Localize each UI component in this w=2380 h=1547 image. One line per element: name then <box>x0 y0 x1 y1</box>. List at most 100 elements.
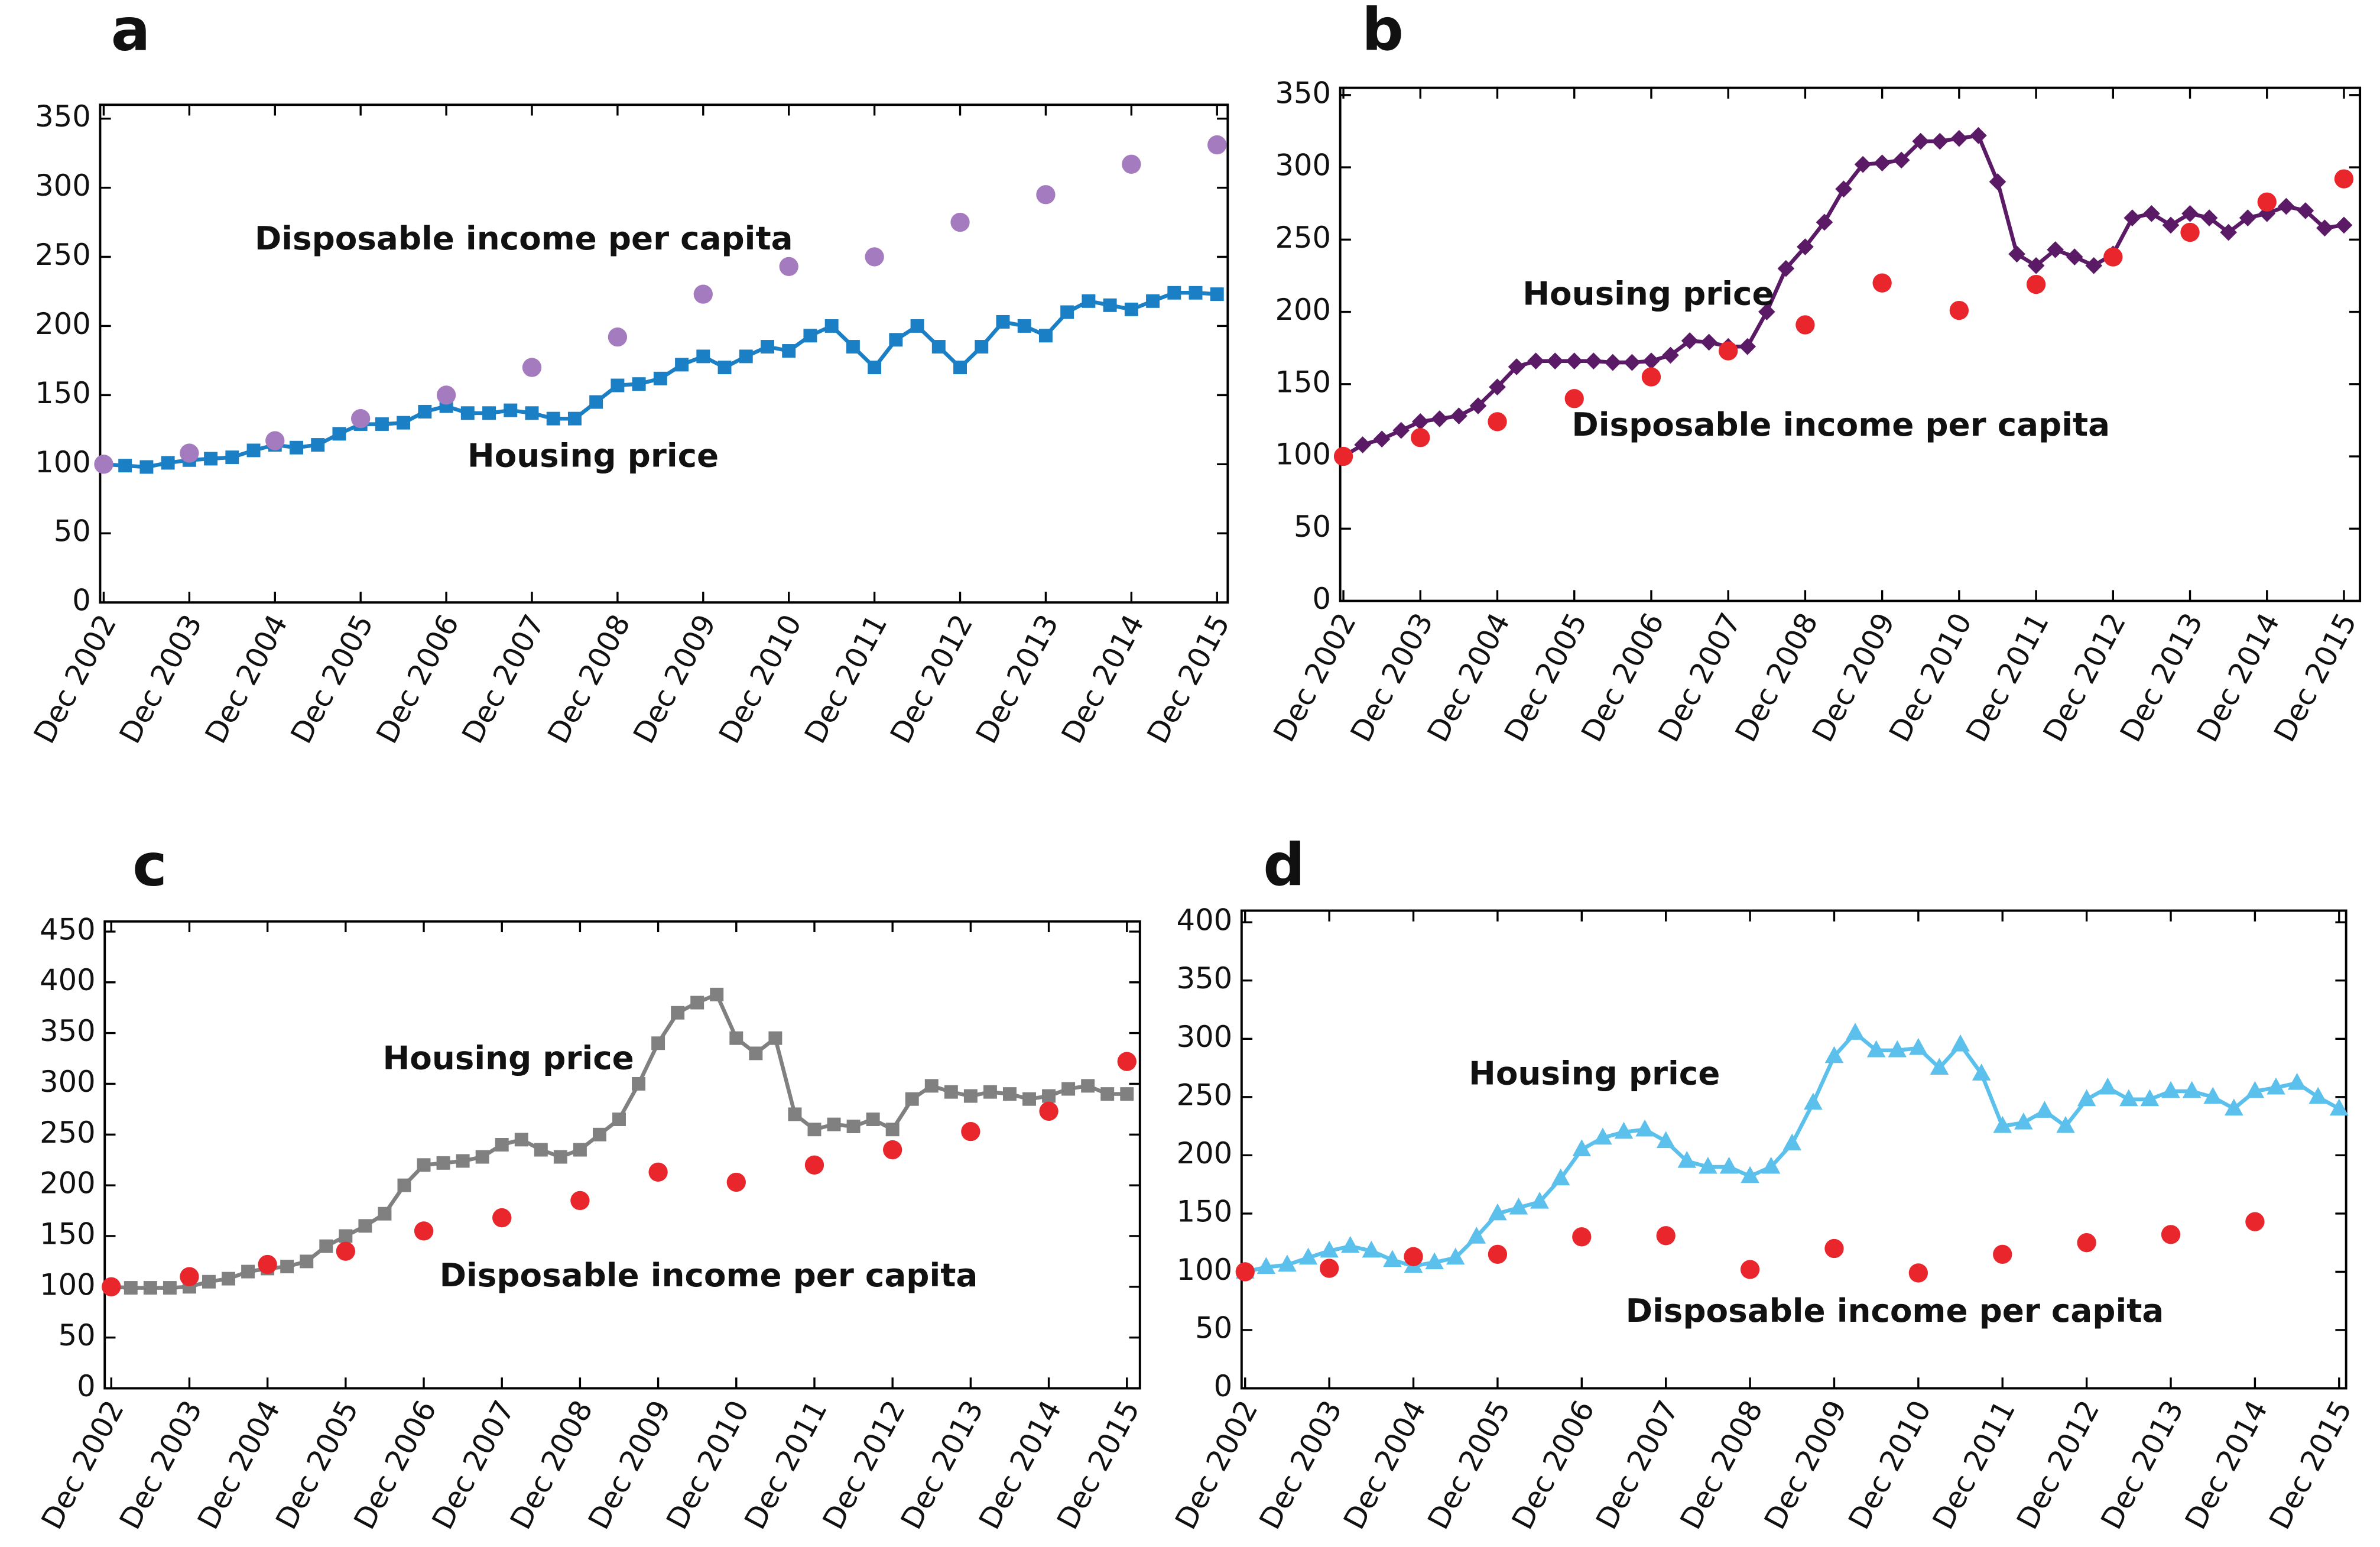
marker <box>803 329 817 343</box>
x-tick-label: Dec 2007 <box>1589 1394 1686 1535</box>
x-tick-label: Dec 2014 <box>2178 1394 2275 1535</box>
marker <box>475 1150 489 1164</box>
y-tick-label: 150 <box>1177 1194 1233 1228</box>
x-tick-label: Dec 2012 <box>2010 1394 2106 1535</box>
marker <box>225 450 239 465</box>
marker <box>1425 1252 1444 1270</box>
marker <box>1488 412 1507 432</box>
marker <box>436 385 456 405</box>
marker <box>1530 1191 1549 1209</box>
marker <box>696 349 710 364</box>
marker <box>1373 430 1391 448</box>
x-tick-label: Dec 2002 <box>1168 1394 1265 1535</box>
marker <box>1740 1260 1760 1279</box>
marker <box>1017 319 1031 333</box>
marker <box>332 427 346 441</box>
marker <box>1604 353 1622 371</box>
marker <box>975 340 989 353</box>
y-tick-label: 50 <box>59 1318 96 1353</box>
y-tick-label: 0 <box>1214 1369 1233 1403</box>
marker <box>418 404 432 419</box>
marker <box>397 416 411 430</box>
x-tick-label: Dec 2004 <box>1337 1394 1433 1535</box>
marker <box>2180 222 2200 242</box>
marker <box>1120 1087 1134 1101</box>
marker <box>1782 1133 1802 1151</box>
marker <box>2056 1115 2075 1133</box>
marker <box>931 340 946 353</box>
x-tick-label: Dec 2006 <box>369 609 466 749</box>
marker <box>2267 1077 2285 1095</box>
y-tick-label: 250 <box>1275 220 1331 255</box>
marker <box>495 1137 509 1152</box>
marker <box>905 1092 919 1106</box>
marker <box>375 417 389 431</box>
marker <box>2245 1081 2265 1098</box>
marker <box>885 1123 900 1137</box>
marker <box>1635 1119 1654 1137</box>
plot-frame <box>103 920 1141 1390</box>
marker <box>1469 397 1487 414</box>
marker <box>632 377 646 391</box>
marker <box>1931 132 1949 150</box>
marker <box>1642 352 1660 370</box>
marker <box>1572 1227 1592 1247</box>
marker <box>1392 421 1410 439</box>
marker <box>2143 205 2160 222</box>
x-tick-label: Dec 2005 <box>284 609 380 749</box>
x-tick-label: Dec 2005 <box>1421 1394 1517 1535</box>
marker <box>2277 197 2295 215</box>
marker <box>824 319 839 333</box>
marker <box>311 438 325 452</box>
x-tick-label: Dec 2015 <box>2262 1394 2359 1535</box>
panel-letter: c <box>132 831 167 899</box>
plot-frame <box>1240 909 2347 1390</box>
marker <box>118 459 132 473</box>
marker <box>553 1150 567 1164</box>
marker <box>1641 367 1661 387</box>
marker <box>280 1260 294 1273</box>
marker <box>632 1076 646 1091</box>
marker <box>589 395 603 409</box>
marker <box>2161 1081 2180 1098</box>
marker <box>675 358 689 372</box>
marker <box>2220 223 2237 241</box>
marker <box>846 340 860 353</box>
y-tick-label: 400 <box>40 963 96 997</box>
marker <box>924 1079 939 1093</box>
marker <box>265 431 285 450</box>
x-tick-label: Dec 2013 <box>969 609 1066 749</box>
marker <box>124 1281 138 1295</box>
marker <box>339 1229 353 1243</box>
x-tick-label: Dec 2008 <box>1673 1394 1769 1535</box>
y-tick-label: 350 <box>40 1014 96 1048</box>
marker <box>1846 1023 1865 1040</box>
marker <box>1951 1034 1970 1052</box>
series-label: Housing price <box>382 1039 634 1076</box>
marker <box>1210 287 1224 301</box>
marker <box>1824 1238 1844 1259</box>
marker <box>2026 274 2046 294</box>
marker <box>2182 1081 2202 1098</box>
marker <box>1488 1244 1508 1264</box>
marker <box>2066 248 2083 265</box>
marker <box>460 406 475 420</box>
x-tick-label: Dec 2008 <box>541 609 637 749</box>
marker <box>1146 294 1160 308</box>
marker <box>2119 1089 2138 1107</box>
y-tick-label: 0 <box>77 1369 96 1403</box>
marker <box>653 371 667 385</box>
plot-frame <box>99 103 1229 604</box>
marker <box>2200 209 2218 226</box>
y-tick-label: 100 <box>1177 1253 1233 1287</box>
plot-frame <box>1339 86 2362 602</box>
marker <box>2334 169 2354 189</box>
x-tick-label: Dec 2011 <box>798 609 894 749</box>
marker <box>1061 1082 1076 1096</box>
marker <box>846 1120 861 1134</box>
marker <box>2203 1087 2222 1104</box>
marker <box>2245 1212 2265 1231</box>
marker <box>1989 173 2006 190</box>
x-tick-label: Dec 2010 <box>1842 1394 1938 1535</box>
marker <box>2161 1225 2181 1244</box>
